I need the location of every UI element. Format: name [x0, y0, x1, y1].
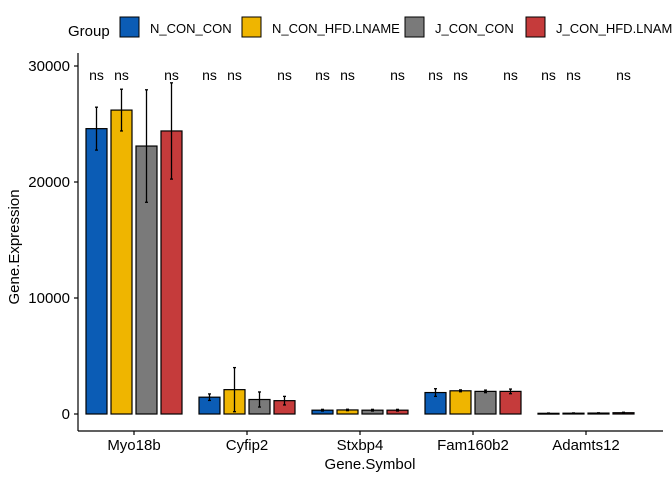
axes: 0 10000 20000 30000 Myo18b Cyfip2 Stxbp4 Fam16… [28, 53, 663, 454]
error-bar-adamts12-j-con-con [597, 412, 600, 415]
error-bar-stxbp4-n-con-con [321, 408, 324, 412]
error-bar-cyfip2-j-con-con [258, 391, 261, 408]
x-axis-ticks: Myo18b Cyfip2 Stxbp4 Fam160b2 Adamts12 [107, 431, 620, 454]
error-bar-adamts12-n-con-hfd-lname [572, 412, 575, 415]
significance-label-myo18b-n-con-con: ns [89, 67, 104, 83]
significance-label-cyfip2-n-con-con: ns [202, 67, 217, 83]
significance-label-fam160b2-n-con-con: ns [428, 67, 443, 83]
significance-label-adamts12-j-con-hfd-lname: ns [616, 67, 631, 83]
x-axis-title: Gene.Symbol [325, 456, 416, 473]
legend-label-n-con-hfd-lname: N_CON_HFD.LNAME [272, 21, 400, 36]
y-tick-label: 10000 [28, 290, 70, 307]
x-tick-label-cyfip2: Cyfip2 [226, 437, 269, 454]
error-bar-stxbp4-j-con-con [371, 408, 374, 412]
x-tick-label-stxbp4: Stxbp4 [337, 437, 384, 454]
error-bar-myo18b-j-con-hfd-lname [170, 82, 173, 180]
legend-swatch-n-con-hfd-lname [241, 16, 262, 38]
bars [85, 109, 635, 415]
y-axis-ticks: 0 10000 20000 30000 [28, 58, 78, 423]
y-axis-title: Gene.Expression [6, 189, 23, 304]
error-bar-myo18b-n-con-con [95, 106, 98, 151]
error-bars [95, 82, 625, 415]
bar-fam160b2-j-con-con [474, 390, 497, 415]
y-tick-label: 20000 [28, 174, 70, 191]
bar-myo18b-n-con-hfd-lname [110, 109, 133, 415]
significance-label-cyfip2-n-con-hfd-lname: ns [227, 67, 242, 83]
significance-label-stxbp4-n-con-con: ns [315, 67, 330, 83]
significance-label-fam160b2-j-con-hfd-lname: ns [503, 67, 518, 83]
error-bar-cyfip2-j-con-hfd-lname [283, 395, 286, 406]
significance-annotations: ns ns ns ns ns ns ns ns ns ns ns ns ns ns ns [89, 67, 631, 83]
error-bar-fam160b2-n-con-con [434, 388, 437, 398]
error-bar-myo18b-j-con-con [145, 89, 148, 203]
error-bar-cyfip2-n-con-hfd-lname [233, 366, 236, 413]
error-bar-fam160b2-n-con-hfd-lname [459, 389, 462, 393]
legend: Group N_CON_CON N_CON_HFD.LNAME J_CON_CON J… [68, 16, 672, 40]
significance-label-stxbp4-n-con-hfd-lname: ns [340, 67, 355, 83]
legend-label-n-con-con: N_CON_CON [150, 21, 232, 36]
y-tick-label: 30000 [28, 58, 70, 75]
y-tick-label: 0 [62, 406, 70, 423]
x-tick-label-adamts12: Adamts12 [552, 437, 620, 454]
x-tick-label-fam160b2: Fam160b2 [437, 437, 509, 454]
bar-myo18b-n-con-con [85, 128, 108, 415]
legend-swatch-j-con-con [404, 16, 425, 38]
significance-label-myo18b-j-con-hfd-lname: ns [164, 67, 179, 83]
bar-fam160b2-n-con-hfd-lname [449, 390, 472, 415]
error-bar-stxbp4-n-con-hfd-lname [346, 408, 349, 412]
significance-label-adamts12-n-con-con: ns [541, 67, 556, 83]
significance-label-stxbp4-j-con-hfd-lname: ns [390, 67, 405, 83]
error-bar-adamts12-n-con-con [547, 412, 550, 415]
legend-title: Group [68, 23, 110, 40]
legend-label-j-con-hfd-lname: J_CON_HFD.LNAME [556, 21, 672, 36]
error-bar-stxbp4-j-con-hfd-lname [396, 408, 399, 412]
legend-label-j-con-con: J_CON_CON [435, 21, 514, 36]
legend-swatch-n-con-con [119, 16, 140, 38]
significance-label-fam160b2-n-con-hfd-lname: ns [453, 67, 468, 83]
significance-label-cyfip2-j-con-hfd-lname: ns [277, 67, 292, 83]
bar-fam160b2-j-con-hfd-lname [499, 390, 522, 415]
x-tick-label-myo18b: Myo18b [107, 437, 160, 454]
error-bar-myo18b-n-con-hfd-lname [120, 88, 123, 132]
legend-swatch-j-con-hfd-lname [525, 16, 546, 38]
error-bar-fam160b2-j-con-con [484, 389, 487, 394]
error-bar-fam160b2-j-con-hfd-lname [509, 388, 512, 395]
error-bar-cyfip2-n-con-con [208, 393, 211, 402]
error-bar-adamts12-j-con-hfd-lname [622, 411, 625, 414]
significance-label-adamts12-n-con-hfd-lname: ns [566, 67, 581, 83]
significance-label-myo18b-n-con-hfd-lname: ns [114, 67, 129, 83]
